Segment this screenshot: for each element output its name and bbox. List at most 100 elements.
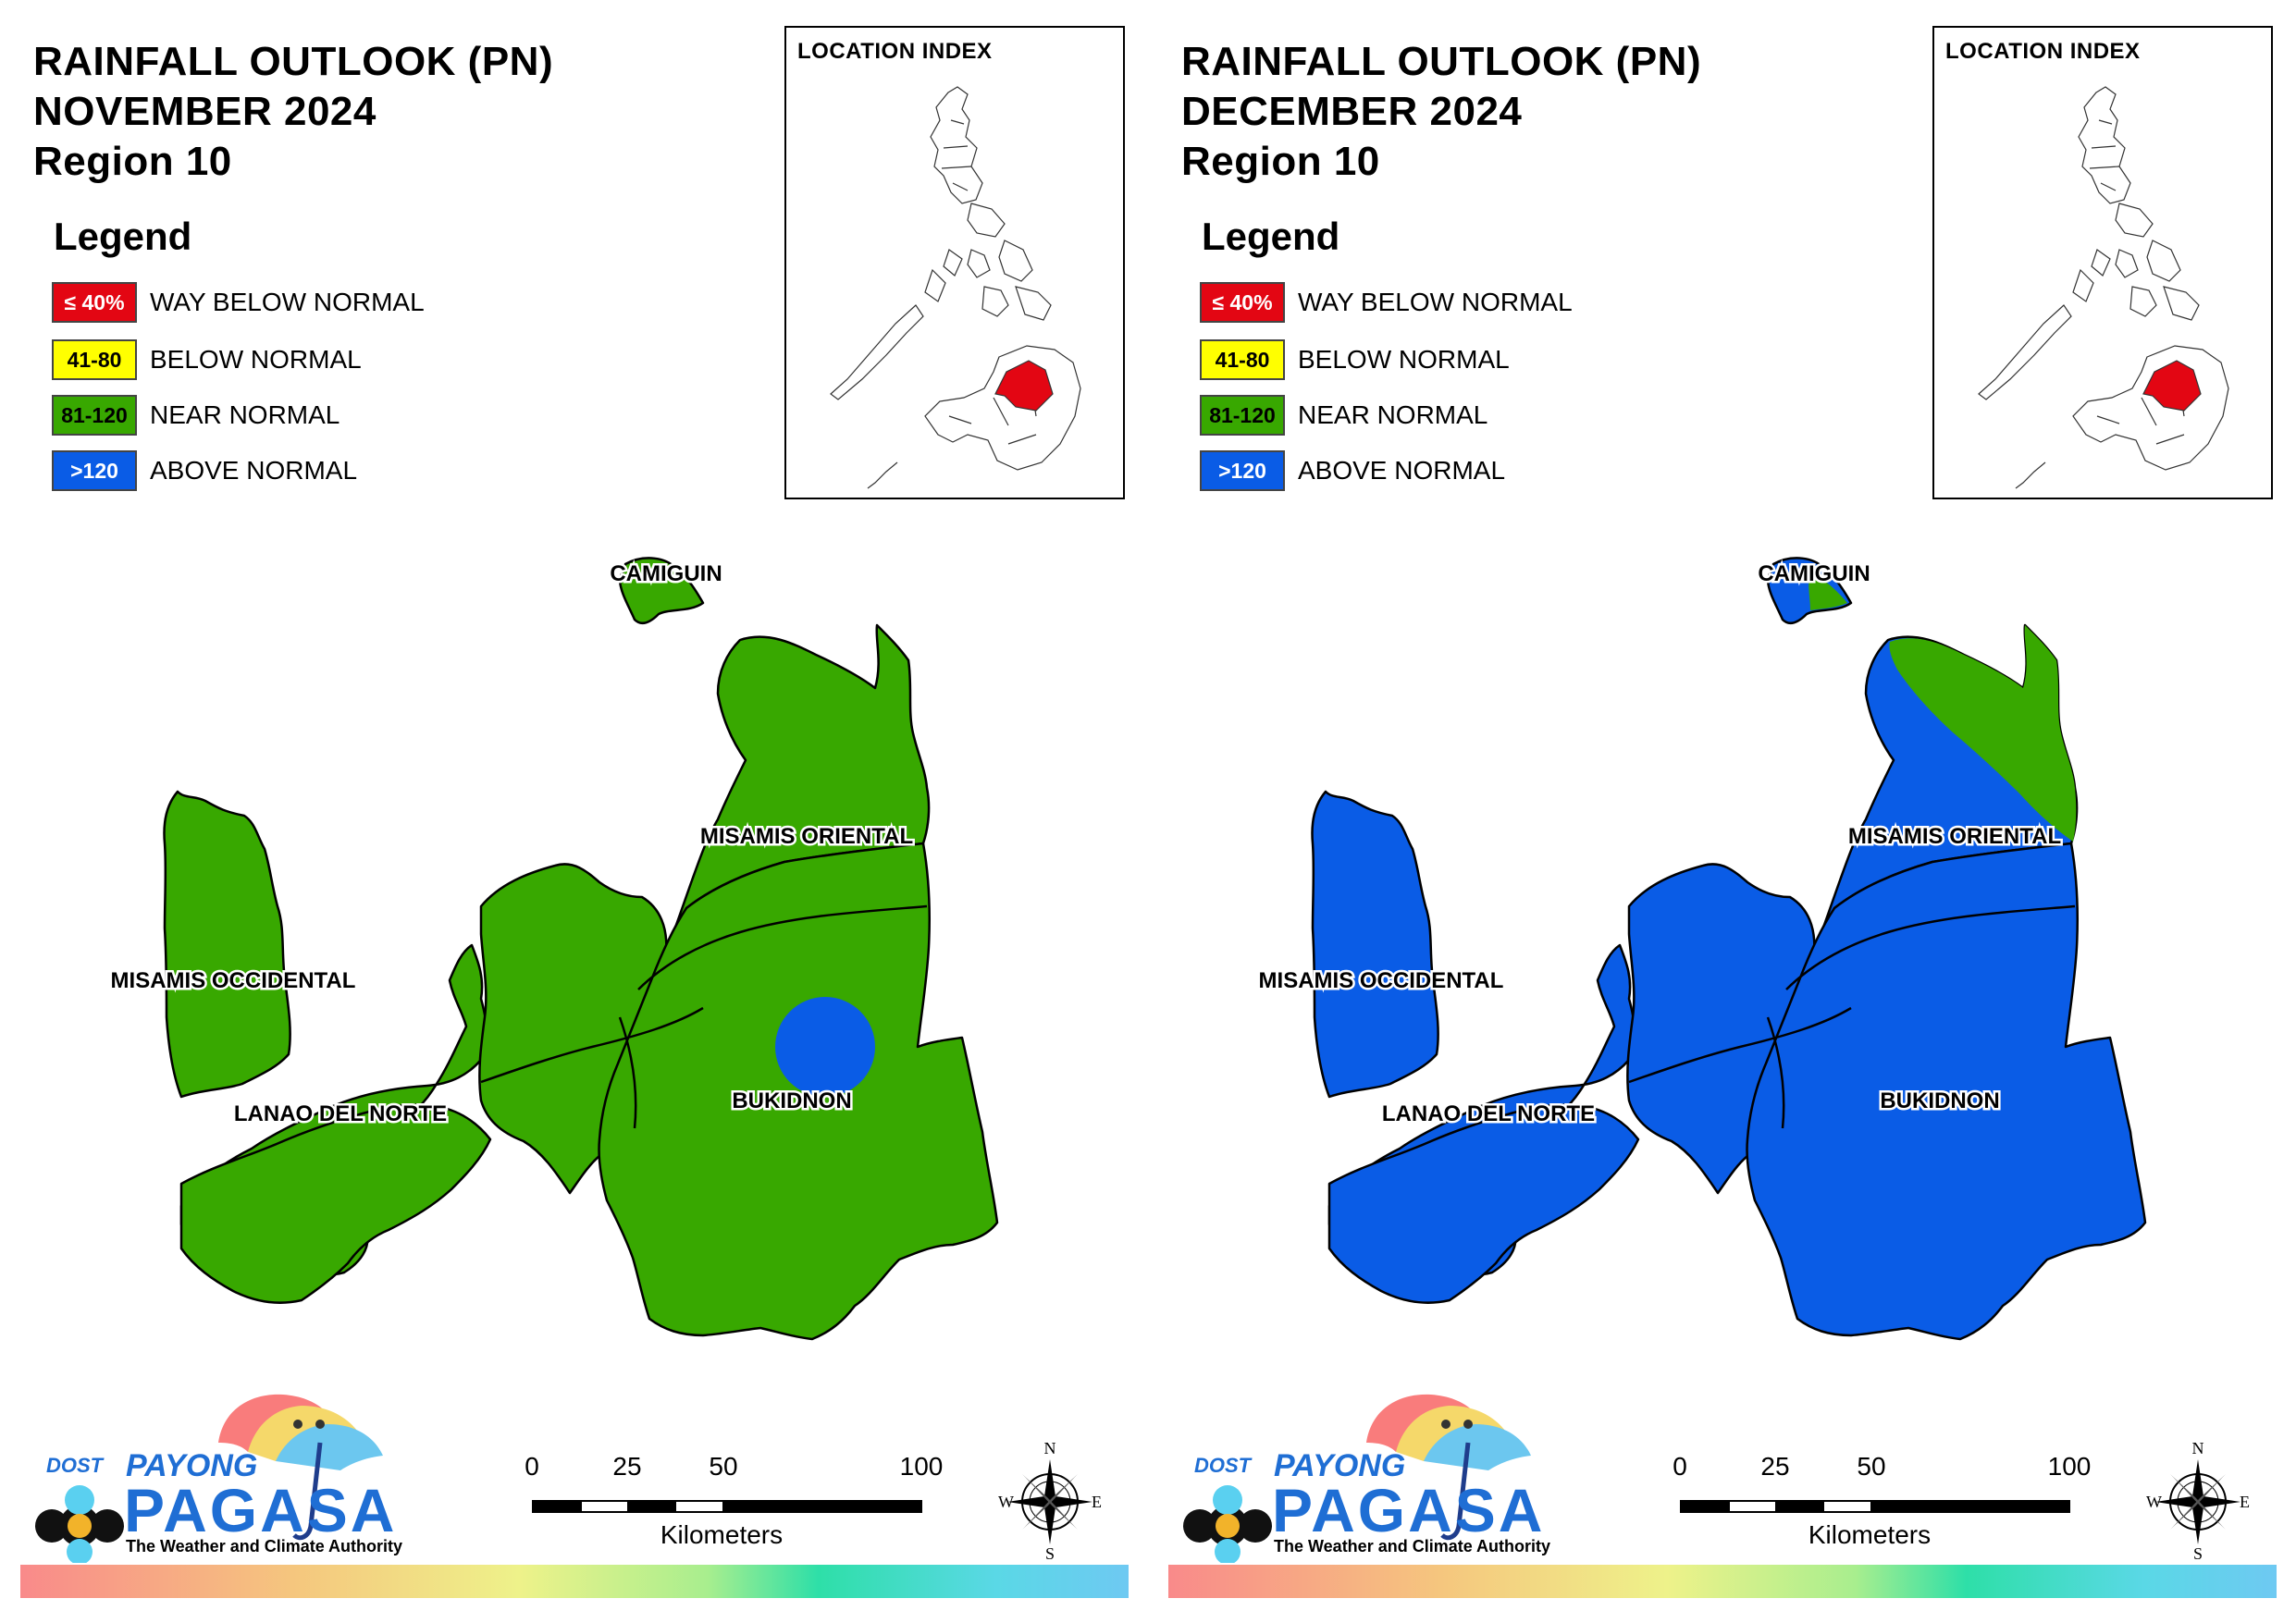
legend-swatch: >120 xyxy=(1200,450,1285,491)
compass-rose-icon: N S W E xyxy=(998,1441,1102,1561)
location-index-inset: LOCATION INDEX xyxy=(1932,26,2273,499)
region-10-map: CAMIGUIN MISAMIS ORIENTAL MISAMIS OCCIDE… xyxy=(1256,557,2147,1341)
province-camiguin xyxy=(618,557,705,624)
logo-pagasa-text: PAGASA xyxy=(1272,1476,1546,1544)
legend-item-way-below: ≤ 40% WAY BELOW NORMAL xyxy=(52,281,425,324)
legend-swatch: ≤ 40% xyxy=(1200,282,1285,323)
logo-pagasa-text: PAGASA xyxy=(124,1476,398,1544)
scale-segment xyxy=(674,1500,724,1513)
scale-unit: Kilometers xyxy=(1808,1520,1932,1549)
compass-w: W xyxy=(2146,1493,2162,1511)
camiguin-near-normal-part xyxy=(1808,573,1847,610)
logo-payong-text: PAYONG xyxy=(1274,1448,1406,1483)
legend-label: WAY BELOW NORMAL xyxy=(150,288,425,316)
label-misamis-occidental: MISAMIS OCCIDENTAL xyxy=(111,968,356,993)
region-10-map: CAMIGUIN MISAMIS ORIENTAL MISAMIS OCCIDE… xyxy=(108,557,999,1341)
legend-label: ABOVE NORMAL xyxy=(1298,456,1506,485)
legend-item-way-below: ≤ 40% WAY BELOW NORMAL xyxy=(1200,281,1573,324)
scale-segment xyxy=(1728,1500,1777,1513)
philippines-outline-map xyxy=(830,86,1081,489)
label-camiguin: CAMIGUIN xyxy=(1758,561,1870,586)
legend-label: BELOW NORMAL xyxy=(1298,345,1510,374)
legend-swatch: 81-120 xyxy=(52,395,137,436)
misamis-oriental-near-normal-strip xyxy=(1889,625,2077,842)
compass-rose-icon: N S W E xyxy=(2146,1441,2250,1561)
scale-segment xyxy=(1775,1500,1824,1513)
map-title: RAINFALL OUTLOOK (PN) DECEMBER 2024 Regi… xyxy=(1181,37,1701,187)
logo-tagline: The Weather and Climate Authority xyxy=(126,1537,403,1555)
compass-n: N xyxy=(1044,1441,1056,1457)
scale-tick-100: 100 xyxy=(2047,1452,2092,1481)
scale-bar: 0 25 50 100 Kilometers xyxy=(1666,1452,2091,1554)
label-bukidnon: BUKIDNON xyxy=(732,1088,851,1113)
logo-payong-text: PAYONG xyxy=(126,1448,258,1483)
compass-n: N xyxy=(2192,1441,2204,1457)
footer-gradient-bar xyxy=(1168,1565,2277,1598)
scale-segment xyxy=(1680,1500,1730,1513)
logo-dost-text: DOST xyxy=(46,1454,104,1477)
legend-swatch: ≤ 40% xyxy=(52,282,137,323)
legend-item-above: >120 ABOVE NORMAL xyxy=(1200,449,1505,492)
umbrella-logo-icon xyxy=(35,1394,383,1563)
map-panel-november: RAINFALL OUTLOOK (PN) NOVEMBER 2024 Regi… xyxy=(20,26,1129,1598)
lanao-main xyxy=(179,1103,492,1304)
label-lanao-del-norte: LANAO DEL NORTE xyxy=(1382,1101,1595,1126)
title-line-2: DECEMBER 2024 xyxy=(1181,89,1523,134)
label-misamis-oriental: MISAMIS ORIENTAL xyxy=(700,824,913,849)
legend-heading: Legend xyxy=(1202,215,1340,258)
scale-unit: Kilometers xyxy=(660,1520,784,1549)
legend-item-near: 81-120 NEAR NORMAL xyxy=(1200,394,1487,436)
philippines-outline-map xyxy=(1978,86,2229,489)
compass-s: S xyxy=(1045,1544,1055,1561)
legend-item-above: >120 ABOVE NORMAL xyxy=(52,449,357,492)
label-lanao-del-norte: LANAO DEL NORTE xyxy=(234,1101,447,1126)
province-bukidnon xyxy=(1746,842,2147,1341)
compass-e: E xyxy=(1092,1493,1102,1511)
pagasa-logo: DOST PAYONG PAGASA The Weather and Clima… xyxy=(33,1387,403,1563)
umbrella-logo-icon xyxy=(1183,1394,1531,1563)
location-index-inset: LOCATION INDEX xyxy=(784,26,1125,499)
scale-tick-50: 50 xyxy=(709,1452,738,1481)
label-bukidnon: BUKIDNON xyxy=(1880,1088,1999,1113)
lanao-main xyxy=(1327,1103,1640,1304)
legend-item-below: 41-80 BELOW NORMAL xyxy=(52,338,362,381)
scale-segment xyxy=(1870,1500,2070,1513)
scale-segment xyxy=(722,1500,922,1513)
title-line-3: Region 10 xyxy=(33,139,232,184)
map-panel-december: RAINFALL OUTLOOK (PN) DECEMBER 2024 Regi… xyxy=(1148,0,2296,1623)
footer-gradient-bar xyxy=(20,1565,1129,1598)
legend-label: WAY BELOW NORMAL xyxy=(1298,288,1573,316)
compass-s: S xyxy=(2193,1544,2203,1561)
bukidnon-above-normal-area xyxy=(775,997,875,1097)
pagasa-logo: DOST PAYONG PAGASA The Weather and Clima… xyxy=(1181,1387,1551,1563)
legend-swatch: 41-80 xyxy=(52,339,137,380)
legend-label: ABOVE NORMAL xyxy=(150,456,358,485)
legend-label: BELOW NORMAL xyxy=(150,345,362,374)
title-line-2: NOVEMBER 2024 xyxy=(33,89,376,134)
province-bukidnon xyxy=(598,842,999,1341)
legend-label: NEAR NORMAL xyxy=(150,400,340,429)
logo-dost-text: DOST xyxy=(1194,1454,1252,1477)
compass-e: E xyxy=(2240,1493,2250,1511)
scale-segment xyxy=(627,1500,676,1513)
scale-bar: 0 25 50 100 Kilometers xyxy=(518,1452,943,1554)
legend-label: NEAR NORMAL xyxy=(1298,400,1488,429)
scale-tick-100: 100 xyxy=(899,1452,944,1481)
scale-segment xyxy=(532,1500,582,1513)
province-misamis-occidental xyxy=(163,790,291,1099)
scale-tick-25: 25 xyxy=(1760,1452,1790,1481)
title-line-3: Region 10 xyxy=(1181,139,1380,184)
title-line-1: RAINFALL OUTLOOK (PN) xyxy=(1181,39,1702,84)
inset-title: LOCATION INDEX xyxy=(1945,39,2141,64)
scale-tick-50: 50 xyxy=(1857,1452,1886,1481)
scale-tick-0: 0 xyxy=(1673,1452,1687,1481)
legend-item-near: 81-120 NEAR NORMAL xyxy=(52,394,339,436)
label-camiguin: CAMIGUIN xyxy=(610,561,722,586)
scale-segment xyxy=(580,1500,629,1513)
label-misamis-oriental: MISAMIS ORIENTAL xyxy=(1848,824,2061,849)
map-title: RAINFALL OUTLOOK (PN) NOVEMBER 2024 Regi… xyxy=(33,37,553,187)
compass-w: W xyxy=(998,1493,1014,1511)
logo-tagline: The Weather and Climate Authority xyxy=(1274,1537,1551,1555)
legend-item-below: 41-80 BELOW NORMAL xyxy=(1200,338,1510,381)
legend-swatch: 41-80 xyxy=(1200,339,1285,380)
